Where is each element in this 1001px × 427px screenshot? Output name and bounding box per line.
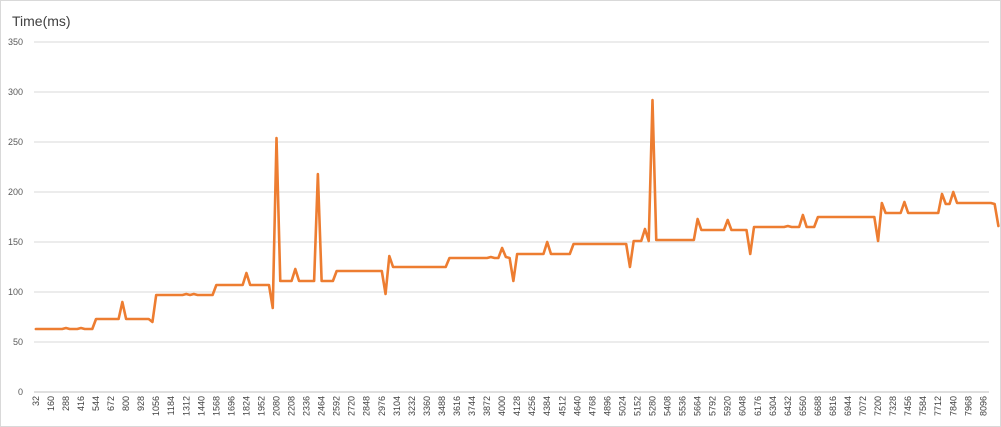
x-tick-label: 3232 xyxy=(407,396,417,416)
y-tick-label: 50 xyxy=(13,337,23,347)
x-tick-label: 6944 xyxy=(843,396,853,416)
x-tick-label: 5664 xyxy=(693,396,703,416)
x-tick-label: 5280 xyxy=(647,396,657,416)
x-tick-label: 6432 xyxy=(783,396,793,416)
x-tick-label: 32 xyxy=(31,396,41,406)
x-tick-label: 3872 xyxy=(482,396,492,416)
x-tick-label: 7200 xyxy=(873,396,883,416)
x-tick-label: 3744 xyxy=(467,396,477,416)
x-tick-label: 928 xyxy=(136,396,146,411)
x-tick-label: 4896 xyxy=(602,396,612,416)
x-tick-label: 6048 xyxy=(738,396,748,416)
y-tick-label: 150 xyxy=(8,237,23,247)
x-tick-label: 4384 xyxy=(542,396,552,416)
x-tick-label: 8096 xyxy=(978,396,988,416)
x-tick-label: 1440 xyxy=(196,396,206,416)
x-tick-label: 1824 xyxy=(241,396,251,416)
x-tick-label: 800 xyxy=(121,396,131,411)
x-tick-label: 288 xyxy=(61,396,71,411)
x-tick-label: 1312 xyxy=(181,396,191,416)
x-tick-label: 2848 xyxy=(362,396,372,416)
x-tick-label: 7456 xyxy=(903,396,913,416)
x-tick-label: 4128 xyxy=(512,396,522,416)
x-tick-label: 672 xyxy=(106,396,116,411)
x-tick-label: 3616 xyxy=(452,396,462,416)
y-tick-label: 300 xyxy=(8,87,23,97)
x-tick-label: 4640 xyxy=(572,396,582,416)
x-tick-label: 6176 xyxy=(753,396,763,416)
x-tick-label: 3104 xyxy=(392,396,402,416)
x-tick-label: 4256 xyxy=(527,396,537,416)
y-tick-label: 100 xyxy=(8,287,23,297)
x-tick-label: 5792 xyxy=(708,396,718,416)
x-tick-label: 7328 xyxy=(888,396,898,416)
x-tick-label: 160 xyxy=(46,396,56,411)
y-tick-label: 0 xyxy=(18,387,23,397)
x-tick-label: 5920 xyxy=(723,396,733,416)
y-tick-label: 200 xyxy=(8,187,23,197)
x-tick-label: 5024 xyxy=(617,396,627,416)
x-tick-label: 7712 xyxy=(933,396,943,416)
x-tick-label: 4000 xyxy=(497,396,507,416)
x-tick-label: 1696 xyxy=(226,396,236,416)
x-tick-label: 6688 xyxy=(813,396,823,416)
x-tick-label: 416 xyxy=(76,396,86,411)
x-tick-label: 2720 xyxy=(347,396,357,416)
x-tick-label: 2976 xyxy=(377,396,387,416)
x-tick-label: 3360 xyxy=(422,396,432,416)
x-tick-label: 6304 xyxy=(768,396,778,416)
x-tick-label: 1952 xyxy=(256,396,266,416)
x-tick-label: 2464 xyxy=(317,396,327,416)
x-tick-label: 3488 xyxy=(437,396,447,416)
x-tick-label: 2592 xyxy=(332,396,342,416)
x-tick-label: 544 xyxy=(91,396,101,411)
x-tick-label: 5536 xyxy=(678,396,688,416)
series-line xyxy=(34,98,1000,331)
x-tick-label: 7968 xyxy=(963,396,973,416)
y-tick-label: 250 xyxy=(8,137,23,147)
x-tick-label: 7840 xyxy=(948,396,958,416)
x-tick-label: 4512 xyxy=(557,396,567,416)
x-tick-label: 4768 xyxy=(587,396,597,416)
x-tick-label: 2080 xyxy=(272,396,282,416)
x-tick-label: 2336 xyxy=(302,396,312,416)
x-tick-label: 6560 xyxy=(798,396,808,416)
x-tick-label: 1056 xyxy=(151,396,161,416)
x-tick-label: 5152 xyxy=(632,396,642,416)
x-tick-label: 6816 xyxy=(828,396,838,416)
y-tick-label: 350 xyxy=(8,37,23,47)
x-tick-label: 7072 xyxy=(858,396,868,416)
x-tick-label: 2208 xyxy=(287,396,297,416)
x-tick-label: 7584 xyxy=(918,396,928,416)
x-tick-label: 1568 xyxy=(211,396,221,416)
y-axis-label: Time(ms) xyxy=(12,13,71,29)
x-tick-label: 5408 xyxy=(663,396,673,416)
x-tick-label: 1184 xyxy=(166,396,176,415)
